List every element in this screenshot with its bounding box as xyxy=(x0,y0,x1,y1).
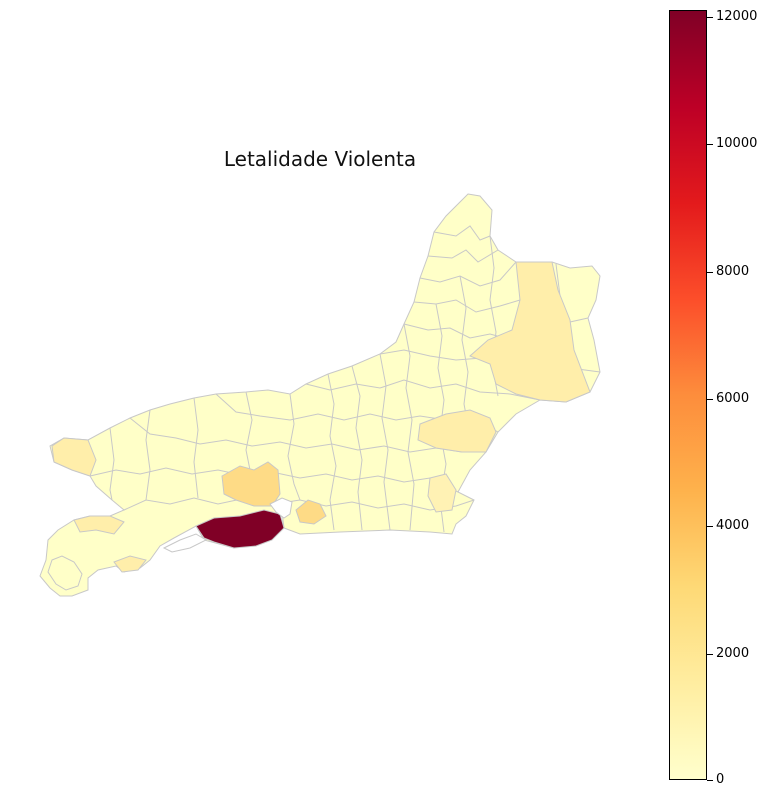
colorbar-label-12000: 12000 xyxy=(716,9,758,24)
colorbar-label-4000: 4000 xyxy=(716,518,750,533)
region-north-east xyxy=(469,261,591,403)
sepetiba-bay xyxy=(162,533,208,553)
colorbar-tick xyxy=(707,526,713,527)
colorbar-tick xyxy=(707,780,713,781)
colorbar-label-0: 0 xyxy=(716,772,725,787)
map-title: Letalidade Violenta xyxy=(223,147,417,171)
region-coast-west xyxy=(73,515,125,535)
region-lakes xyxy=(417,409,497,453)
guanabara-bay xyxy=(269,497,293,519)
region-metro-north xyxy=(221,461,281,507)
colorbar-label-10000: 10000 xyxy=(716,136,758,151)
colorbar-tick xyxy=(707,144,713,145)
colorbar-tick xyxy=(707,654,713,655)
colorbar-label-2000: 2000 xyxy=(716,646,750,661)
ilha-grande xyxy=(47,555,83,591)
region-west-small xyxy=(51,437,97,477)
colorbar-tick xyxy=(707,272,713,273)
colorbar-label-6000: 6000 xyxy=(716,391,750,406)
colorbar-tick xyxy=(707,17,713,18)
colorbar-label-8000: 8000 xyxy=(716,264,750,279)
state-map xyxy=(39,193,601,597)
colorbar-tick xyxy=(707,399,713,400)
region-east-metro xyxy=(427,473,457,513)
region-niteroi xyxy=(295,499,327,525)
colorbar xyxy=(669,10,707,780)
region-coast-island xyxy=(113,555,147,573)
region-rio-de-janeiro xyxy=(195,509,285,549)
